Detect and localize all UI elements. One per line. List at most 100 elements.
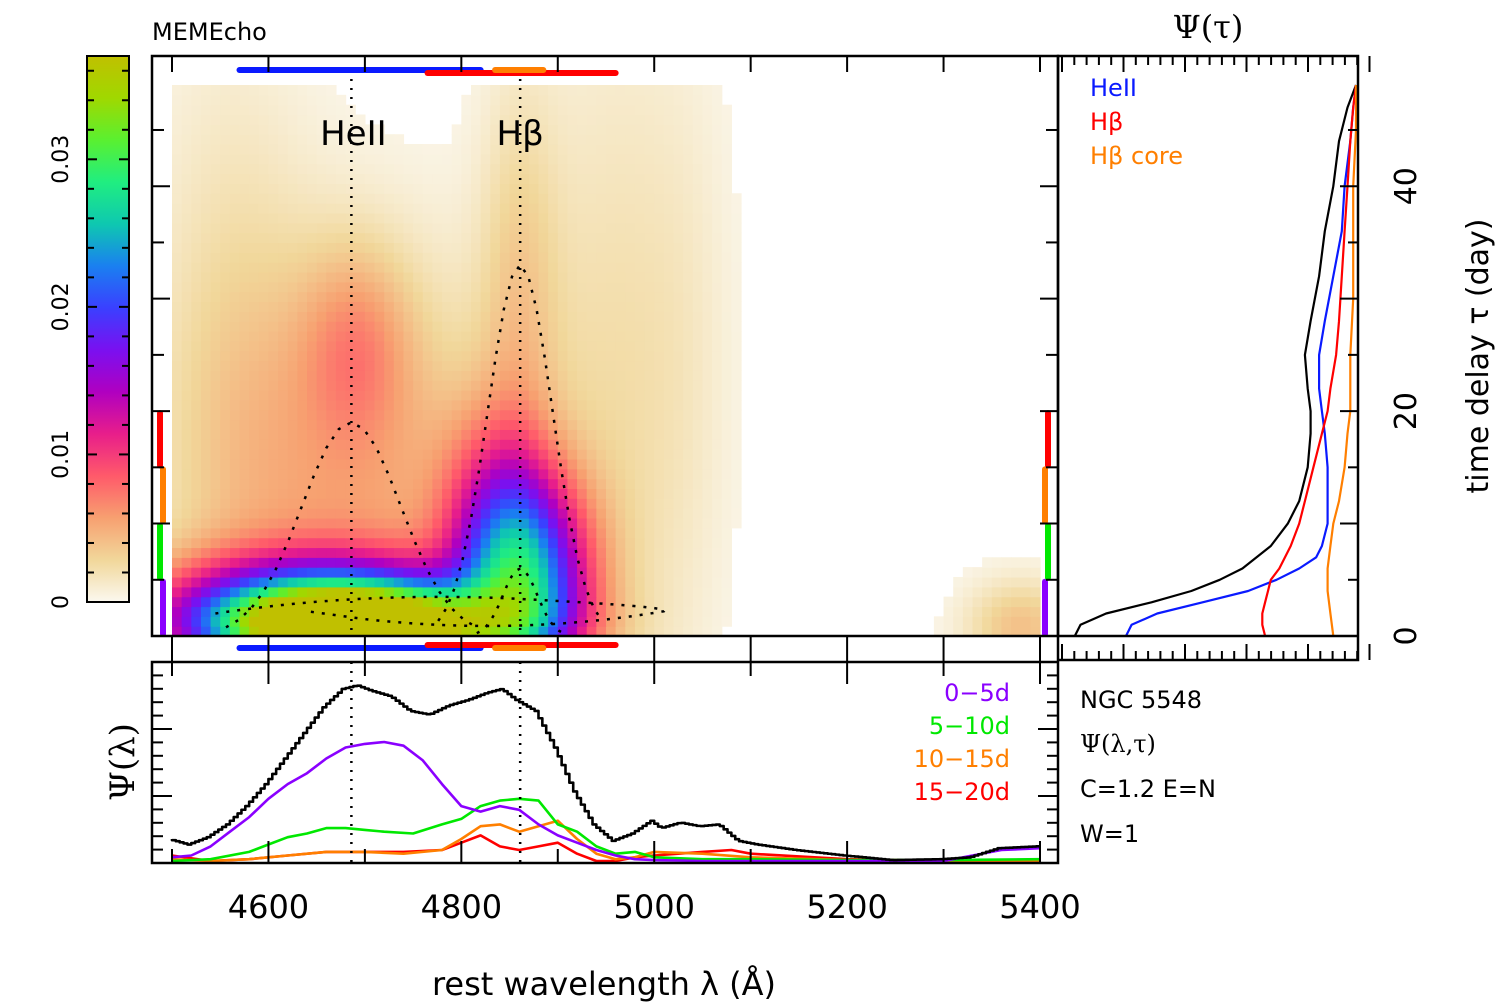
- heatmap-cell: [297, 527, 308, 539]
- heatmap-cell: [335, 498, 347, 509]
- heatmap-cell: [307, 340, 318, 352]
- heatmap-cell: [490, 576, 501, 588]
- heatmap-cell: [451, 498, 462, 509]
- heatmap-cell: [982, 586, 993, 598]
- heatmap-cell: [413, 281, 424, 293]
- heatmap-cell: [692, 596, 704, 608]
- heatmap-cell: [519, 508, 530, 519]
- heatmap-cell: [596, 586, 607, 598]
- heatmap-cell: [480, 419, 491, 430]
- heatmap-cell: [673, 576, 684, 588]
- heatmap-cell: [644, 301, 655, 312]
- heatmap-cell: [345, 144, 356, 155]
- heatmap-cell: [634, 439, 646, 450]
- heatmap-cell: [557, 390, 569, 401]
- heatmap-cell: [470, 193, 482, 204]
- heatmap-cell: [210, 429, 221, 440]
- heatmap-cell: [683, 468, 694, 480]
- heatmap-cell: [210, 478, 221, 490]
- heatmap-cell: [557, 596, 569, 608]
- heatmap-cell: [220, 478, 231, 490]
- heatmap-cell: [557, 429, 569, 440]
- heatmap-cell: [692, 350, 704, 362]
- heatmap-cell: [538, 537, 549, 549]
- heatmap-cell: [499, 173, 511, 184]
- heatmap-cell: [490, 399, 501, 411]
- heatmap-cell: [451, 547, 462, 558]
- heatmap-cell: [586, 537, 597, 549]
- heatmap-cell: [403, 596, 414, 608]
- heatmap-cell: [567, 242, 578, 253]
- heatmap-cell: [442, 360, 453, 371]
- heatmap-cell: [480, 212, 491, 224]
- heatmap-cell: [249, 498, 260, 509]
- heatmap-cell: [528, 281, 540, 293]
- heatmap-cell: [422, 429, 433, 440]
- heatmap-cell: [442, 193, 453, 204]
- heatmap-cell: [307, 596, 318, 608]
- heatmap-cell: [210, 85, 221, 96]
- heatmap-cell: [683, 340, 694, 352]
- heatmap-cell: [268, 449, 279, 460]
- heatmap-cell: [480, 281, 491, 293]
- heatmap-cell: [538, 124, 549, 135]
- heatmap-cell: [991, 616, 1003, 627]
- heatmap-cell: [413, 488, 424, 499]
- heatmap-cell: [335, 222, 347, 234]
- heatmap-cell: [606, 173, 617, 184]
- heatmap-cell: [519, 616, 530, 627]
- delay-tick-label: 20: [1389, 392, 1424, 430]
- heatmap-cell: [364, 586, 376, 598]
- heatmap-cell: [384, 488, 395, 499]
- heatmap-cell: [673, 193, 684, 204]
- heatmap-cell: [335, 104, 347, 116]
- heatmap-cell: [606, 193, 617, 204]
- heatmap-cell: [422, 242, 433, 253]
- heatmap-cell: [210, 153, 221, 165]
- heatmap-cell: [557, 350, 569, 362]
- heatmap-cell: [663, 311, 675, 322]
- heatmap-cell: [470, 85, 482, 96]
- heatmap-cell: [702, 380, 713, 391]
- heatmap-cell: [721, 429, 732, 440]
- heatmap-cell: [181, 340, 192, 352]
- heatmap-cell: [625, 380, 636, 391]
- heatmap-cell: [384, 203, 395, 214]
- heatmap-cell: [683, 419, 694, 430]
- heatmap-cell: [403, 370, 414, 381]
- heatmap-cell: [393, 439, 405, 450]
- heatmap-cell: [654, 557, 665, 568]
- heatmap-cell: [393, 153, 405, 165]
- heatmap-cell: [191, 576, 202, 588]
- heatmap-cell: [721, 153, 732, 165]
- heatmap-cell: [172, 212, 183, 224]
- heatmap-cell: [538, 527, 549, 539]
- heatmap-cell: [644, 419, 655, 430]
- heatmap-cell: [644, 409, 655, 421]
- heatmap-cell: [692, 517, 704, 529]
- heatmap-cell: [634, 458, 646, 470]
- heatmap-cell: [644, 340, 655, 352]
- heatmap-cell: [258, 340, 270, 352]
- heatmap-cell: [374, 380, 385, 391]
- heatmap-cell: [557, 94, 569, 106]
- heatmap-cell: [451, 222, 462, 234]
- heatmap-cell: [422, 498, 433, 509]
- heatmap-cell: [673, 144, 684, 155]
- heatmap-cell: [326, 104, 337, 116]
- heatmap-cell: [191, 340, 202, 352]
- heatmap-cell: [663, 271, 675, 283]
- heatmap-cell: [577, 409, 588, 421]
- heatmap-cell: [355, 350, 366, 362]
- heatmap-cell: [470, 370, 482, 381]
- heatmap-cell: [692, 458, 704, 470]
- heatmap-cell: [229, 281, 241, 293]
- heatmap-cell: [615, 537, 626, 549]
- heatmap-cell: [249, 616, 260, 627]
- heatmap-cell: [307, 616, 318, 627]
- heatmap-cell: [654, 330, 665, 342]
- heatmap-cell: [586, 232, 597, 244]
- heatmap-cell: [229, 547, 241, 558]
- heatmap-cell: [567, 517, 578, 529]
- heatmap-cell: [528, 291, 540, 303]
